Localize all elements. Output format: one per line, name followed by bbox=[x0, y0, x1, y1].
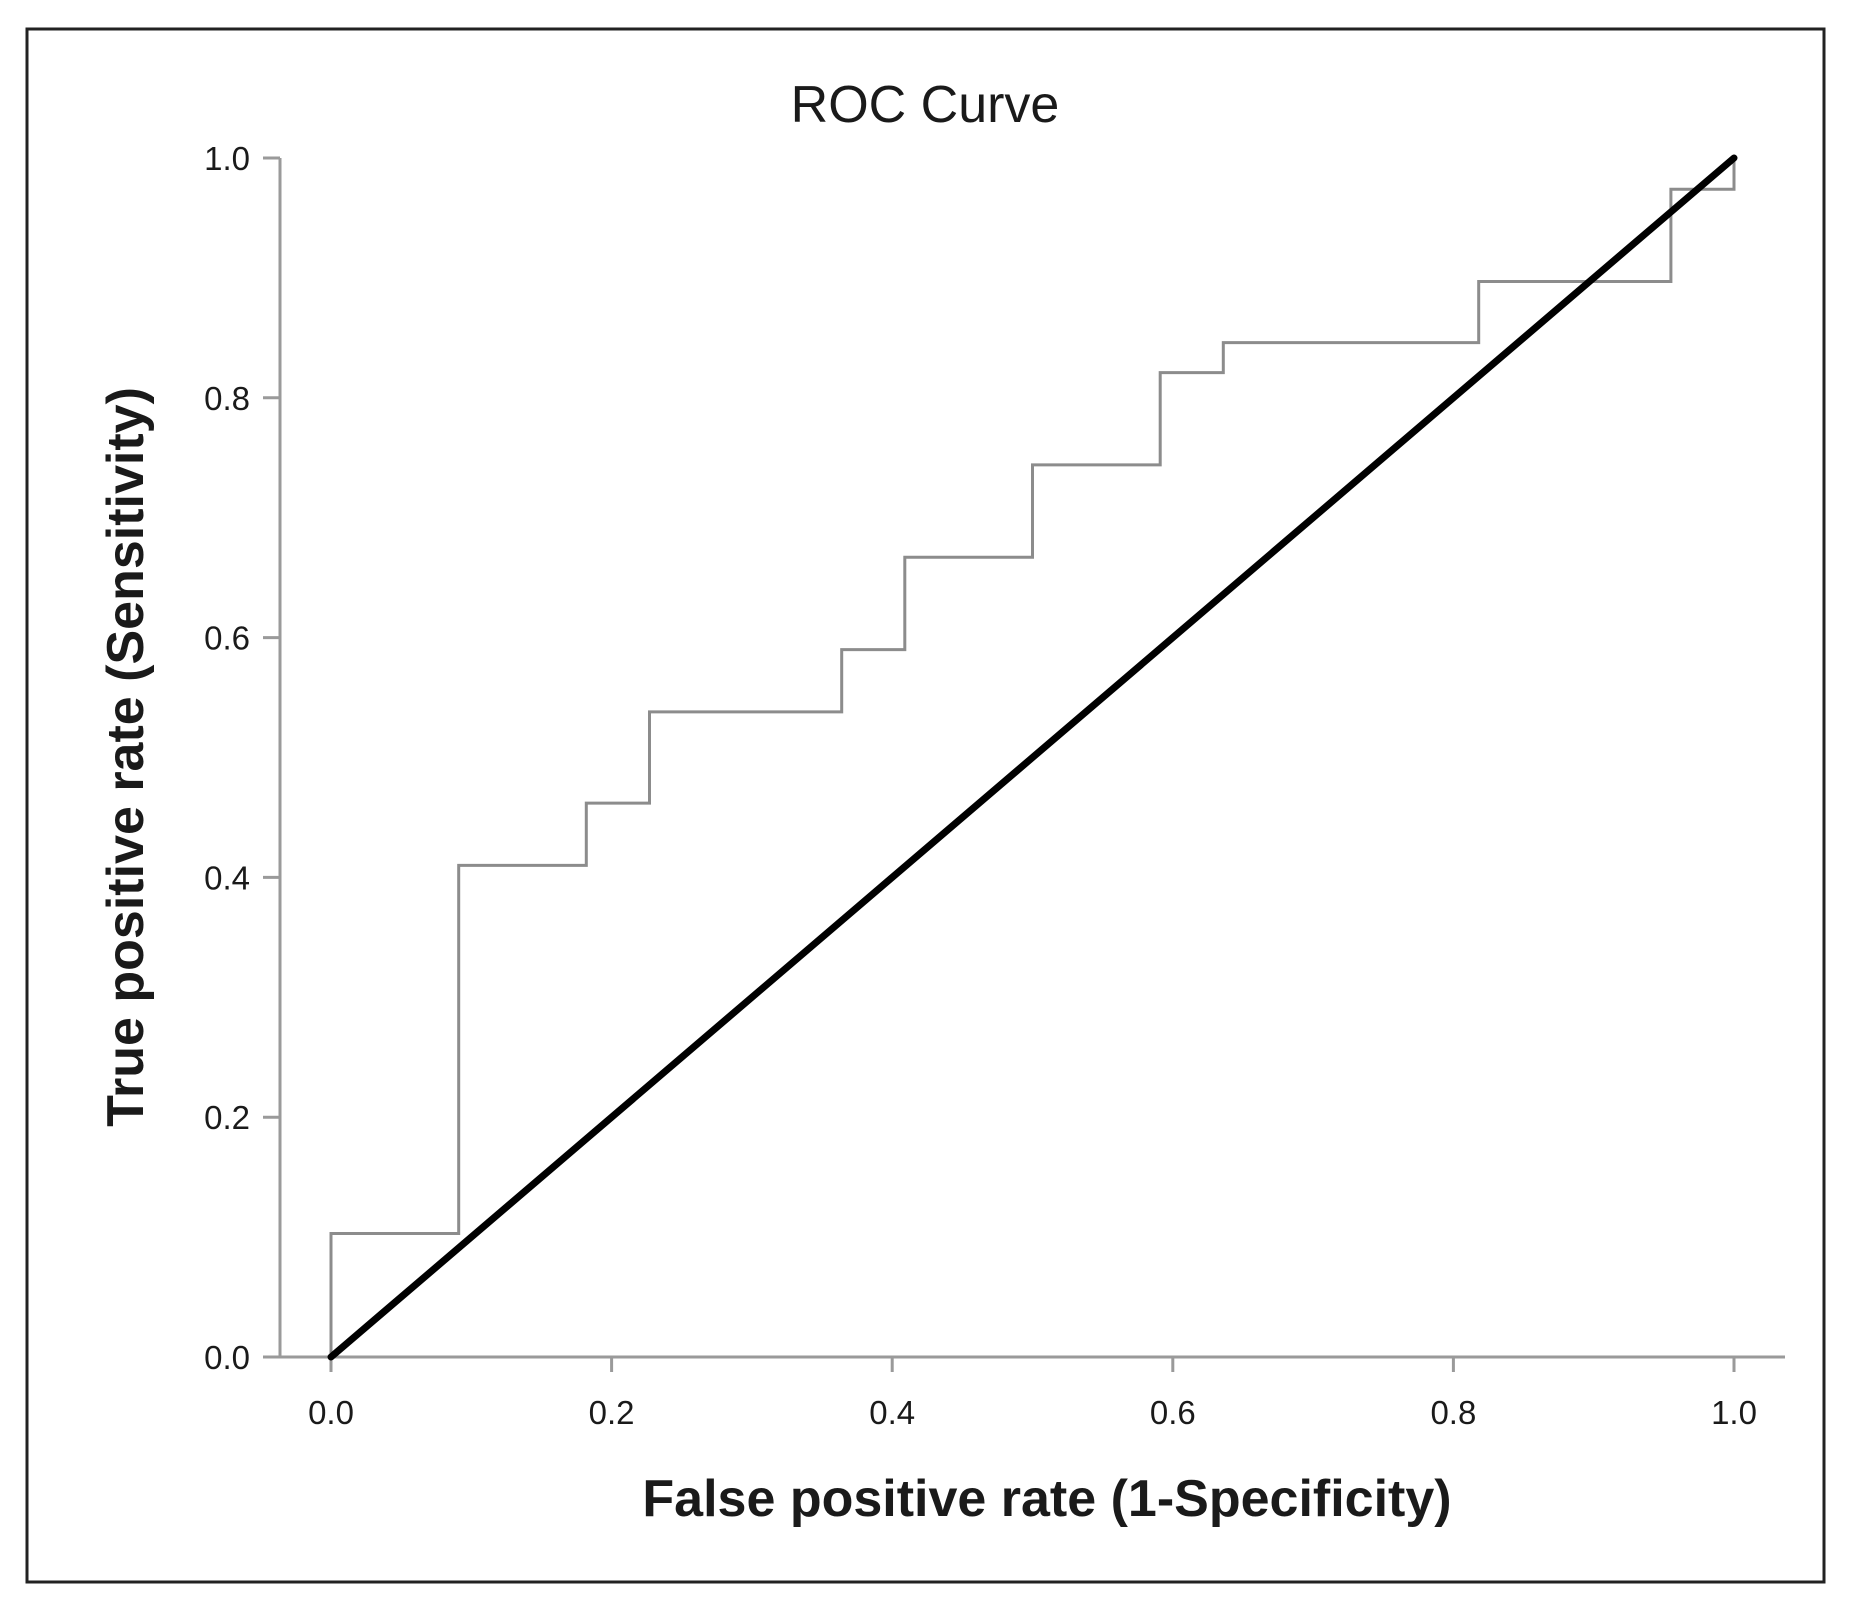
x-tick-label: 0.2 bbox=[589, 1394, 635, 1431]
y-tick-label: 0.8 bbox=[204, 380, 250, 417]
y-axis: 0.0 0.2 0.4 0.6 0.8 1.0 bbox=[204, 140, 282, 1376]
roc-step-curve bbox=[329, 158, 1736, 1357]
chart-title: ROC Curve bbox=[791, 76, 1060, 134]
reference-line bbox=[327, 154, 1738, 1361]
x-tick-label: 0.4 bbox=[869, 1394, 915, 1431]
y-tick-label: 0.4 bbox=[204, 859, 250, 896]
y-tick-label: 0.0 bbox=[204, 1339, 250, 1376]
y-tick-label: 0.6 bbox=[204, 620, 250, 657]
x-tick-label: 0.8 bbox=[1430, 1394, 1476, 1431]
y-tick-label: 1.0 bbox=[204, 140, 250, 177]
x-tick-label: 0.0 bbox=[308, 1394, 354, 1431]
y-axis-title: True positive rate (Sensitivity) bbox=[97, 387, 155, 1127]
x-tick-label: 1.0 bbox=[1711, 1394, 1757, 1431]
x-tick-label: 0.6 bbox=[1150, 1394, 1196, 1431]
y-tick-label: 0.2 bbox=[204, 1099, 250, 1136]
x-axis: 0.0 0.2 0.4 0.6 0.8 1.0 bbox=[280, 1355, 1785, 1431]
chart-frame bbox=[25, 27, 1826, 1584]
plot-series bbox=[327, 154, 1738, 1361]
x-axis-title: False positive rate (1-Specificity) bbox=[642, 1470, 1451, 1528]
